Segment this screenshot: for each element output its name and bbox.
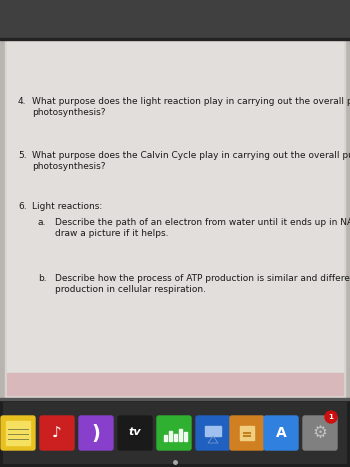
Bar [205,426,221,436]
Bar [240,426,254,440]
Text: tv: tv [129,427,141,437]
FancyBboxPatch shape [264,416,298,450]
Text: draw a picture if it helps.: draw a picture if it helps. [55,229,168,238]
Text: 1: 1 [329,414,334,420]
Text: photosynthesis?: photosynthesis? [32,108,105,117]
Bar [0,0,350,38]
Bar [164,435,167,441]
FancyBboxPatch shape [1,416,35,450]
Bar [0,399,350,467]
FancyBboxPatch shape [230,416,264,450]
Text: Describe how the process of ATP production is similar and different to ATP: Describe how the process of ATP producti… [55,274,350,283]
Bar [169,431,172,441]
Text: 5.: 5. [18,151,27,160]
Text: Describe the path of an electron from water until it ends up in NADPH. You can: Describe the path of an electron from wa… [55,218,350,227]
Bar [6,421,30,445]
Text: production in cellular respiration.: production in cellular respiration. [55,285,206,294]
Text: ): ) [92,424,100,443]
Text: A: A [276,426,286,440]
Text: Light reactions:: Light reactions: [32,202,102,211]
FancyBboxPatch shape [196,416,230,450]
Text: What purpose does the Calvin Cycle play in carrying out the overall purpose of: What purpose does the Calvin Cycle play … [32,151,350,160]
Bar [174,434,177,441]
Circle shape [325,411,337,423]
Bar [184,432,187,441]
Bar [0,38,350,40]
Text: What purpose does the light reaction play in carrying out the overall purpose of: What purpose does the light reaction pla… [32,97,350,106]
FancyBboxPatch shape [118,416,152,450]
FancyBboxPatch shape [303,416,337,450]
Bar [0,398,350,400]
Bar [179,429,182,441]
Bar [7,373,343,395]
Bar [3,402,347,464]
Text: a.: a. [38,218,46,227]
Text: b.: b. [38,274,47,283]
Text: 6.: 6. [18,202,27,211]
Bar [7,42,343,395]
Bar [0,38,350,399]
FancyBboxPatch shape [40,416,74,450]
Text: 4.: 4. [18,97,27,106]
Text: ⚙: ⚙ [313,424,328,442]
FancyBboxPatch shape [157,416,191,450]
Text: ♪: ♪ [52,425,62,440]
FancyBboxPatch shape [79,416,113,450]
Bar [5,40,345,397]
Text: photosynthesis?: photosynthesis? [32,162,105,171]
